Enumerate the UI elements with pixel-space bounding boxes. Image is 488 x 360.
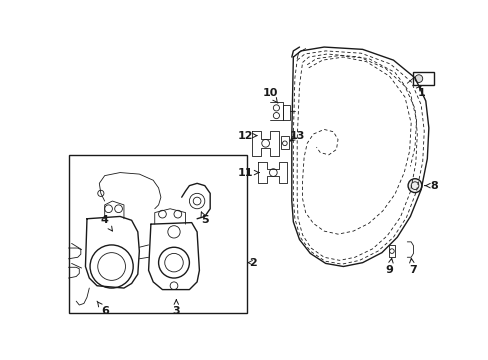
Text: 4: 4	[101, 215, 112, 231]
Text: 1: 1	[416, 88, 424, 98]
Text: 12: 12	[237, 131, 256, 141]
Text: 5: 5	[201, 212, 208, 225]
Text: 9: 9	[385, 258, 393, 275]
Circle shape	[407, 179, 421, 193]
Text: 7: 7	[408, 258, 416, 275]
Text: 8: 8	[424, 181, 437, 191]
Text: 2: 2	[249, 258, 257, 267]
Circle shape	[98, 190, 104, 197]
Text: 13: 13	[289, 131, 304, 141]
Bar	[412, 72, 433, 85]
Circle shape	[414, 75, 422, 82]
Text: 3: 3	[172, 300, 180, 316]
Bar	[281, 136, 288, 149]
Bar	[68, 155, 246, 313]
Text: 10: 10	[262, 88, 277, 103]
Bar	[282, 105, 290, 120]
Text: 11: 11	[237, 167, 259, 177]
Text: 6: 6	[97, 301, 108, 316]
